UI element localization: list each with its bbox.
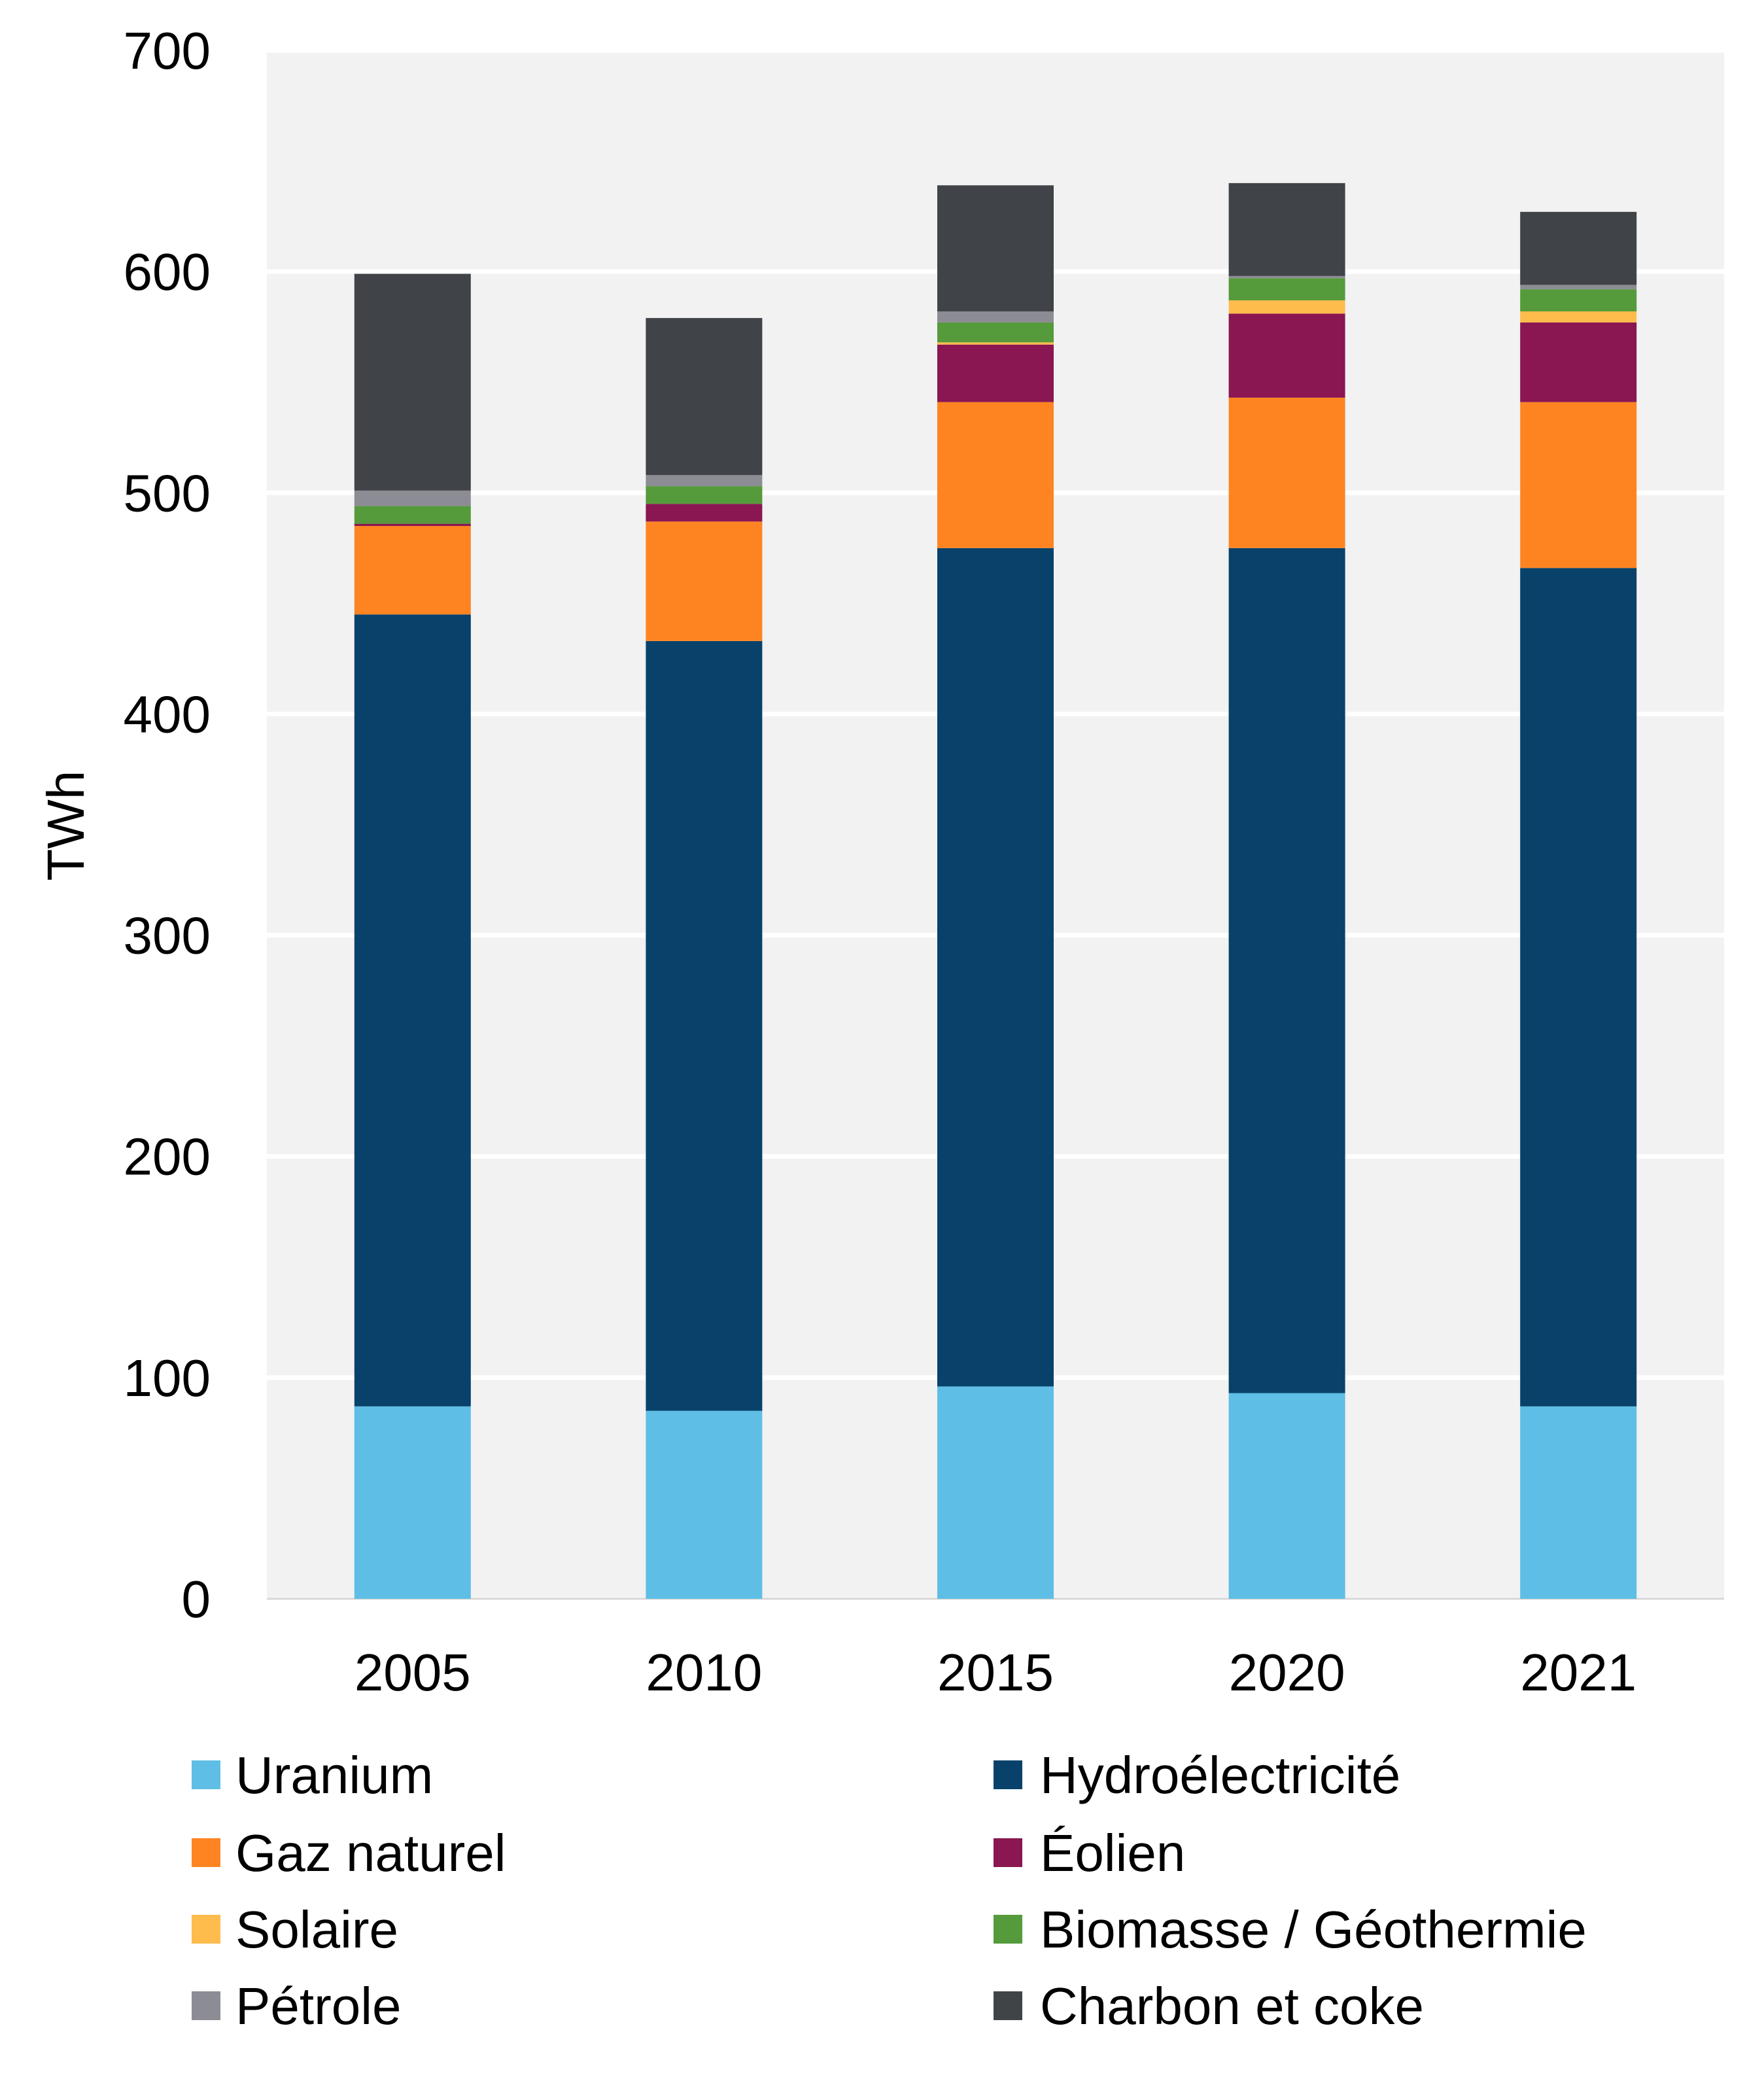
legend-swatch — [192, 1991, 220, 2020]
bar-segment — [1520, 311, 1637, 323]
bar-segment — [1228, 1393, 1345, 1599]
x-tick-label: 2005 — [355, 1643, 471, 1702]
legend-label: Solaire — [235, 1900, 398, 1959]
bar-segment — [354, 523, 471, 527]
bar-segment — [937, 548, 1054, 1387]
legend-item: Charbon et coke — [994, 1977, 1424, 2035]
legend-item: Gaz naturel — [192, 1824, 506, 1882]
bar-segment — [1520, 1406, 1637, 1599]
y-tick-label: 300 — [124, 907, 211, 965]
bar-segment — [354, 526, 471, 615]
bar-segment — [354, 506, 471, 524]
bar-segment — [646, 640, 763, 1411]
legend-item: Pétrole — [192, 1977, 401, 2035]
bar-segment — [354, 614, 471, 1406]
x-tick-label: 2020 — [1229, 1643, 1345, 1702]
y-tick-label: 200 — [124, 1128, 211, 1186]
x-tick-label: 2015 — [937, 1643, 1054, 1702]
bar-segment — [646, 486, 763, 504]
legend-swatch — [994, 1760, 1022, 1789]
legend-item: Uranium — [192, 1746, 433, 1804]
bar-segment — [1228, 278, 1345, 301]
bar-segment — [937, 344, 1054, 402]
bar-segment — [1520, 402, 1637, 568]
legend-item: Hydroélectricité — [994, 1746, 1400, 1804]
bar-segment — [937, 402, 1054, 548]
bar-segment — [937, 311, 1054, 323]
bar-segment — [1520, 285, 1637, 290]
bar-segment — [1520, 322, 1637, 402]
legend-swatch — [994, 1915, 1022, 1944]
legend-swatch — [192, 1915, 220, 1944]
legend-item: Éolien — [994, 1824, 1185, 1882]
bar-segment — [646, 504, 763, 522]
bar-segment — [1228, 183, 1345, 276]
y-tick-label: 400 — [124, 685, 211, 743]
y-tick-label: 600 — [124, 243, 211, 301]
bar-segment — [1520, 568, 1637, 1406]
legend-label: Hydroélectricité — [1040, 1746, 1400, 1804]
legend-label: Gaz naturel — [235, 1824, 506, 1882]
legend-label: Pétrole — [235, 1977, 401, 2035]
bar-segment — [646, 1410, 763, 1599]
bar-segment — [1520, 289, 1637, 312]
bar-segment — [937, 322, 1054, 343]
bar-segment — [1228, 275, 1345, 279]
legend-swatch — [994, 1838, 1022, 1867]
legend-swatch — [192, 1760, 220, 1789]
bar-segment — [1228, 300, 1345, 314]
y-tick-label: 0 — [182, 1570, 211, 1628]
x-tick-label: 2021 — [1520, 1643, 1636, 1702]
bar-segment — [646, 521, 763, 641]
legend-item: Biomasse / Géothermie — [994, 1900, 1587, 1959]
legend-label: Éolien — [1040, 1824, 1185, 1882]
legend-label: Biomasse / Géothermie — [1040, 1900, 1587, 1959]
bar-segment — [937, 185, 1054, 312]
x-tick-label: 2010 — [646, 1643, 762, 1702]
y-axis-label: TWh — [37, 771, 95, 881]
bar-segment — [1228, 397, 1345, 548]
legend-item: Solaire — [192, 1900, 398, 1959]
bar-segment — [937, 342, 1054, 345]
y-tick-label: 500 — [124, 464, 211, 522]
y-tick-label: 100 — [124, 1349, 211, 1407]
legend-label: Uranium — [235, 1746, 433, 1804]
legend-swatch — [192, 1838, 220, 1867]
legend-label: Charbon et coke — [1040, 1977, 1424, 2035]
legend-swatch — [994, 1991, 1022, 2020]
bar-segment — [646, 475, 763, 487]
bar-segment — [646, 318, 763, 476]
bar-segment — [354, 490, 471, 506]
bar-segment — [937, 1386, 1054, 1599]
bar-segment — [1228, 548, 1345, 1393]
bar-segment — [354, 1406, 471, 1599]
y-tick-label: 700 — [124, 22, 211, 80]
bar-segment — [1228, 313, 1345, 398]
bar-segment — [354, 273, 471, 491]
bar-segment — [1520, 211, 1637, 285]
